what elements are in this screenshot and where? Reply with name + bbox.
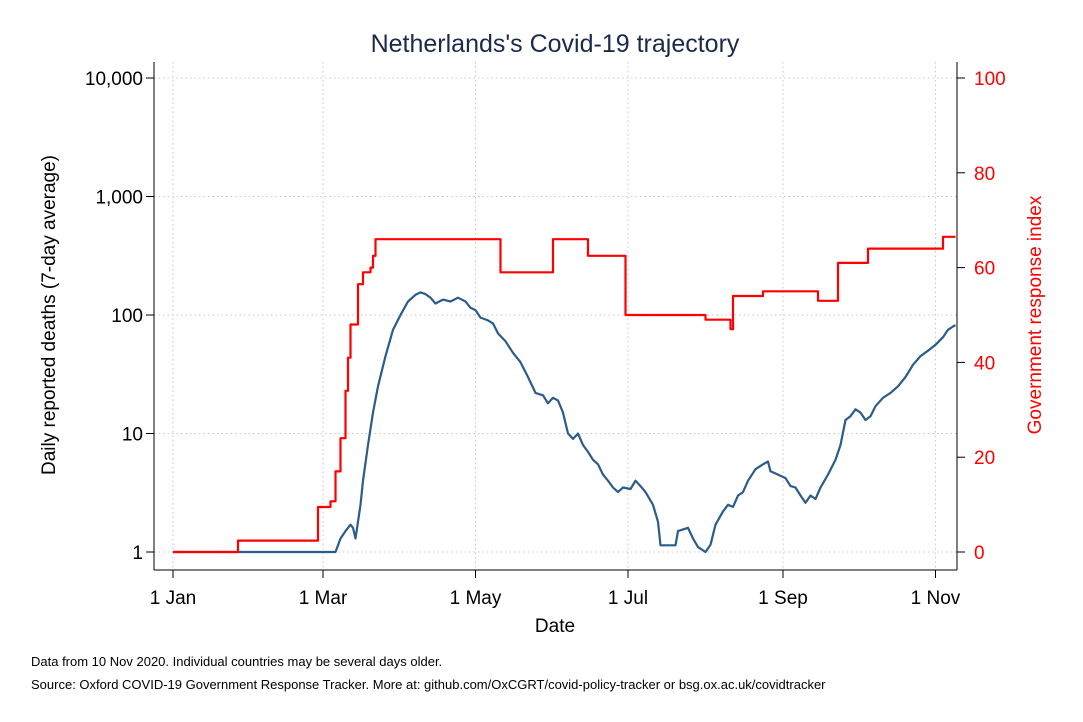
y-right-tick-label: 0 bbox=[974, 543, 985, 564]
source-note: Source: Oxford COVID-19 Government Respo… bbox=[31, 677, 826, 692]
x-tick-label: 1 Jan bbox=[150, 588, 196, 609]
data-note: Data from 10 Nov 2020. Individual countr… bbox=[31, 654, 443, 669]
x-tick-label: 1 Nov bbox=[911, 588, 961, 609]
y-right-tick-label: 20 bbox=[974, 448, 995, 469]
response-index-series-line bbox=[173, 235, 956, 554]
y-left-tick-label: 1,000 bbox=[95, 188, 143, 209]
deaths-series-line bbox=[173, 291, 957, 554]
axes: 1 10 100 1,000 10,000 0 20 40 60 80 100 1 Jan 1 Mar 1… bbox=[85, 62, 1006, 609]
y-left-axis-title: Daily reported deaths (7-day average) bbox=[39, 155, 60, 475]
x-tick-label: 1 Sep bbox=[758, 588, 808, 609]
chart-svg: 1 10 100 1,000 10,000 0 20 40 60 80 100 1 Jan 1 Mar 1… bbox=[39, 30, 1046, 637]
x-tick-label: 1 Mar bbox=[299, 588, 348, 609]
y-left-tick-label: 100 bbox=[111, 306, 143, 327]
chart-title: Netherlands's Covid-19 trajectory bbox=[371, 30, 740, 58]
y-right-tick-label: 80 bbox=[974, 164, 995, 185]
y-left-tick-label: 1 bbox=[132, 543, 143, 564]
x-tick-label: 1 May bbox=[450, 588, 502, 609]
series-layer bbox=[173, 235, 957, 554]
y-left-tick-label: 10,000 bbox=[85, 69, 143, 90]
gridlines bbox=[154, 62, 957, 570]
y-right-tick-label: 60 bbox=[974, 259, 995, 280]
y-right-axis-title: Government response index bbox=[1025, 195, 1046, 434]
y-right-tick-label: 100 bbox=[974, 69, 1006, 90]
y-left-tick-label: 10 bbox=[122, 425, 143, 446]
y-right-tick-label: 40 bbox=[974, 353, 995, 374]
x-axis-title: Date bbox=[535, 616, 575, 637]
x-tick-label: 1 Jul bbox=[608, 588, 648, 609]
